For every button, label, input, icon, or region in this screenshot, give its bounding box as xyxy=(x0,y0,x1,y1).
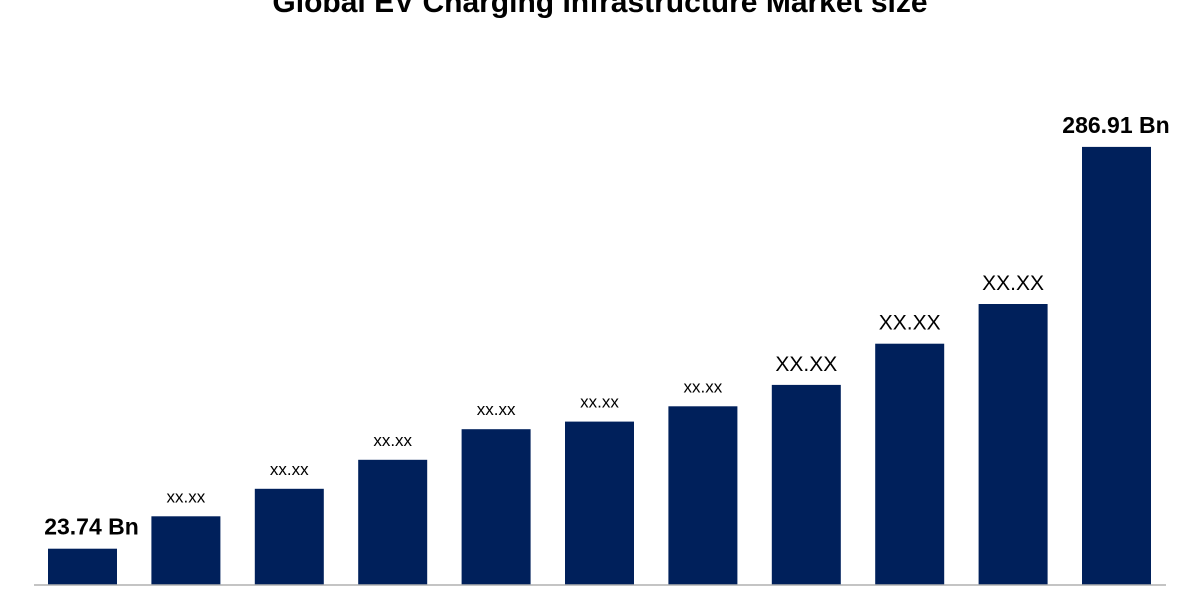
data-label-11: 286.91 Bn xyxy=(1062,112,1169,138)
data-label-1: 23.74 Bn xyxy=(44,514,139,540)
bars-group xyxy=(48,146,1151,585)
data-label-7: xx.xx xyxy=(684,377,723,396)
bar-1 xyxy=(48,548,117,585)
data-label-8: XX.XX xyxy=(775,353,837,376)
bar-11 xyxy=(1082,146,1151,585)
bar-8 xyxy=(771,384,841,585)
data-label-6: xx.xx xyxy=(580,393,619,412)
bar-5 xyxy=(461,429,531,585)
data-labels-group: 23.74 Bn xx.xx xx.xx xx.xx xx.xx xx.xx xx.xx XX… xyxy=(44,112,1170,540)
data-label-9: XX.XX xyxy=(879,312,941,335)
bar-2 xyxy=(151,516,221,585)
data-label-10: XX.XX xyxy=(982,272,1044,295)
data-label-2: xx.xx xyxy=(167,487,206,506)
data-label-5: xx.xx xyxy=(477,400,516,419)
chart-title: Global EV Charging Infrastructure Market… xyxy=(272,0,927,19)
bar-7 xyxy=(668,406,738,585)
data-label-4: xx.xx xyxy=(373,431,412,450)
bar-6 xyxy=(565,421,634,585)
data-label-3: xx.xx xyxy=(270,460,309,479)
bar-3 xyxy=(254,488,324,585)
bar-10 xyxy=(978,304,1048,585)
bar-9 xyxy=(875,343,945,585)
bar-4 xyxy=(358,459,428,585)
